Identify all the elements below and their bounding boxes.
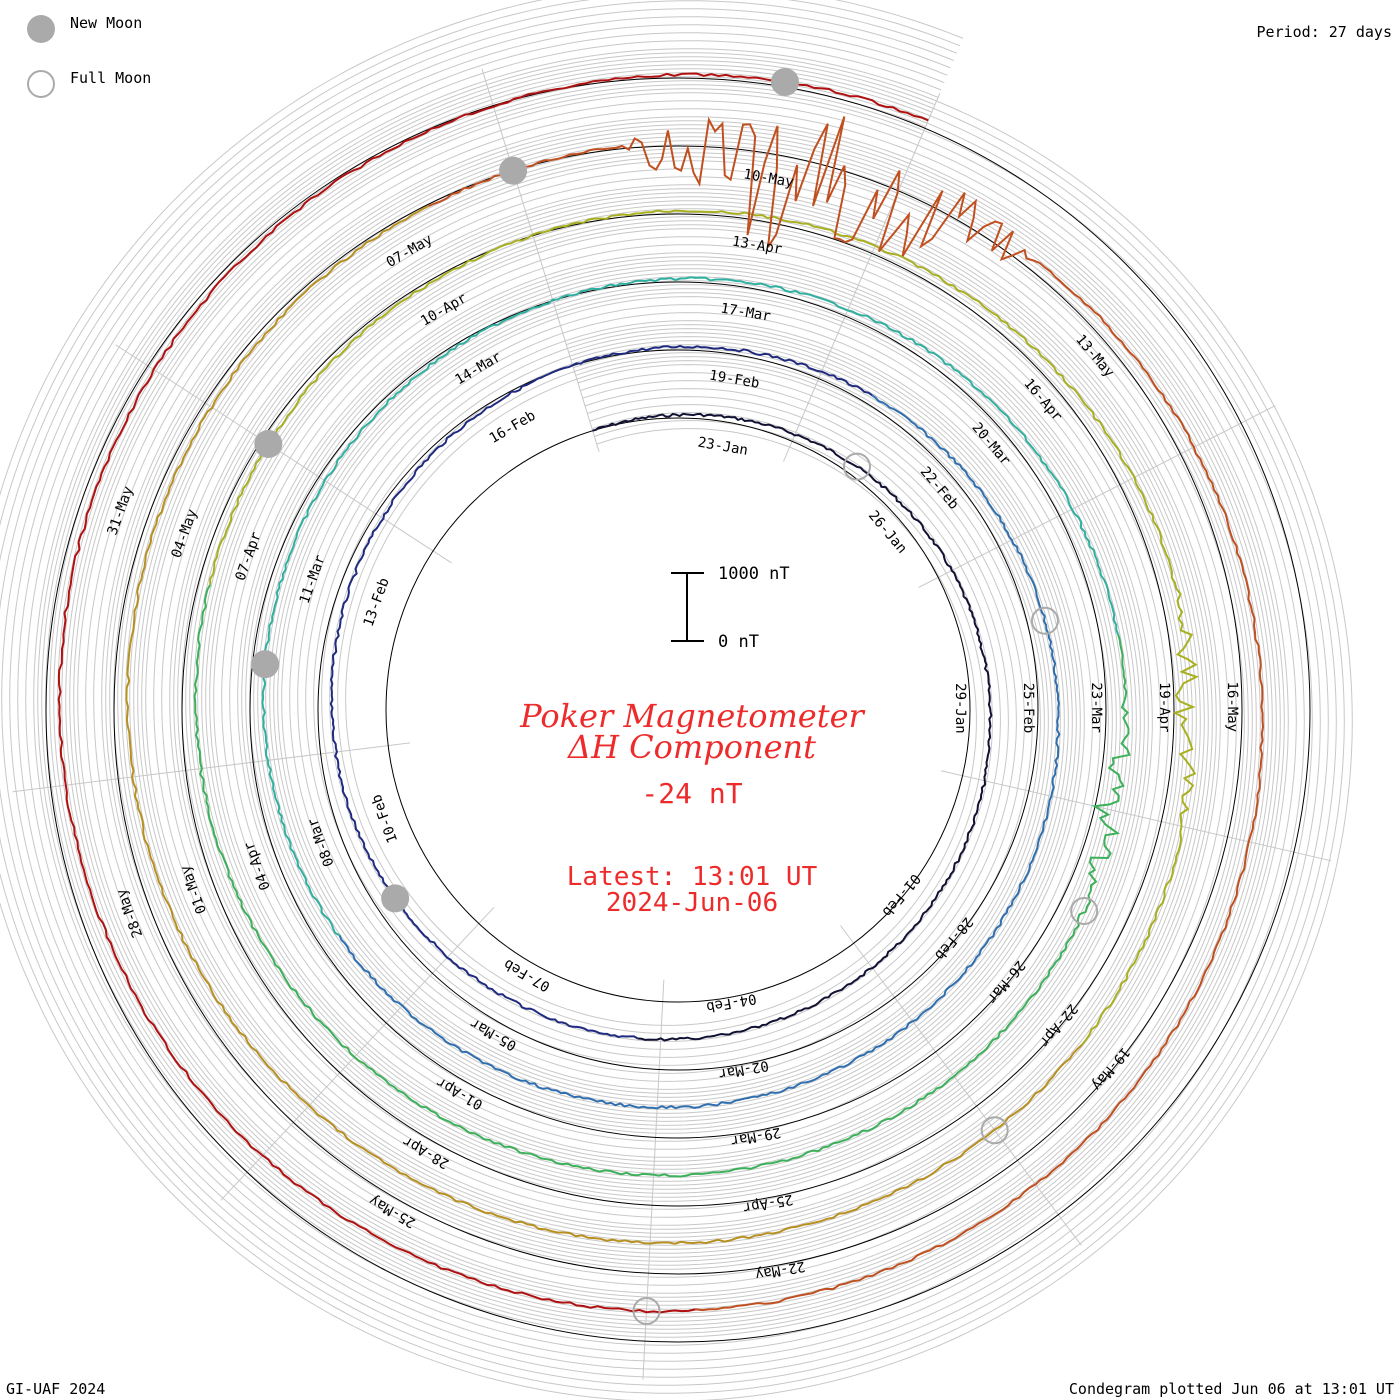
full-moon-legend-icon [27,70,55,98]
date-label: 16-Feb [487,408,539,447]
date-label: 16-May [1224,681,1240,732]
new-moon-marker [381,884,410,913]
footer-plotted: Condegram plotted Jun 06 at 13:01 UT [1069,1380,1394,1398]
date-label: 01-May [178,863,211,916]
trace-segment [193,584,1131,1178]
moon-layer [251,68,1099,1325]
full-moon-legend-label: Full Moon [70,69,151,87]
date-label: 19-Apr [1156,682,1172,733]
current-value: -24 nT [641,777,742,810]
grid-spoke [481,68,600,452]
new-moon-legend-icon [27,15,55,43]
date-label: 23-Jan [697,435,750,459]
footer-credit: GI-UAF 2024 [6,1380,105,1398]
grid-spoke [783,92,941,462]
grid-spiral [1,16,1321,1370]
full-moon-marker [980,1116,1009,1145]
grid-spoke [840,925,1082,1246]
grid-spoke [940,770,1332,862]
latest-time: Latest: 13:01 UT [567,862,818,892]
grid-spoke [115,344,452,564]
full-moon-marker [632,1296,661,1325]
full-moon-marker [1030,606,1059,635]
trace-segment [209,209,1199,1046]
date-label: 04-Apr [241,839,274,892]
new-moon-marker [499,156,528,185]
trace-layer [57,72,1265,1314]
zero-circle [45,77,1311,1343]
new-moon-legend-label: New Moon [70,14,142,32]
trace-segment [338,394,1061,1110]
zero-circle [317,349,1039,1071]
full-moon-marker [842,452,871,481]
date-label: 28-May [114,887,147,940]
date-label: 11-Mar [297,553,329,606]
date-label: 23-Mar [1088,682,1104,733]
date-label: 07-Feb [501,955,553,994]
date-label: 25-Feb [1020,683,1036,734]
date-label: 10-May [742,166,795,190]
date-label: 26-Jan [865,508,910,557]
date-label: 17-Mar [719,301,772,325]
zero-circle [385,417,971,1003]
zero-circle [181,213,1175,1207]
chart-title: Poker Magnetometer [519,697,865,735]
new-moon-marker [251,650,280,679]
trace-segment [329,344,873,1040]
scale-bottom-label: 0 nT [718,632,759,652]
trace-segment [592,412,993,1042]
new-moon-marker [254,429,283,458]
zero-circle [113,145,1243,1275]
date-label: 08-Mar [305,816,338,869]
date-label: 19-Feb [708,368,761,392]
scale-top-label: 1000 nT [718,564,790,584]
zero-circle [249,281,1107,1139]
date-label: 13-Feb [361,576,393,629]
grid-spoke [918,405,1276,588]
grid-spoke [12,742,411,793]
full-moon-marker [1070,897,1099,926]
latest-date: 2024-Jun-06 [606,888,778,918]
trace-segment [261,276,1120,937]
date-label: 31-May [105,484,137,537]
trace-segment [125,205,1083,1245]
date-label: 10-Feb [369,792,402,845]
trace-segment [428,116,1265,1312]
date-label: 04-Feb [705,990,758,1015]
date-label: 01-Feb [879,870,924,919]
grid-spoke [220,907,495,1201]
new-moon-marker [770,68,799,97]
period-label: Period: 27 days [1257,23,1392,41]
trace-segment [57,72,929,1314]
chart-subtitle: ΔH Component [566,728,816,766]
date-label: 29-Jan [952,683,968,734]
